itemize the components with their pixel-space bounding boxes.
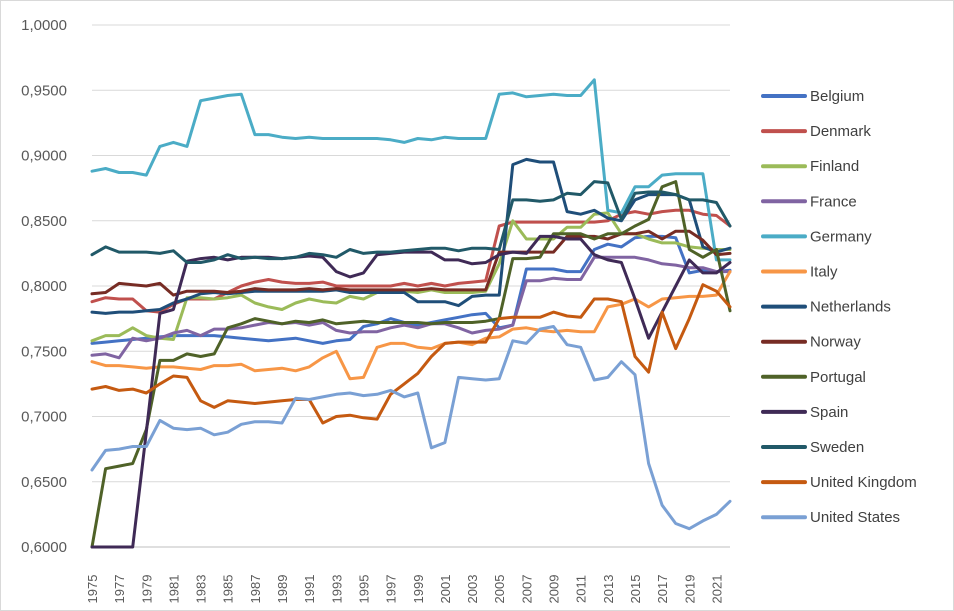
series-line-germany	[90, 78, 732, 262]
x-tick-label: 2005	[492, 575, 507, 604]
x-tick-label: 1989	[275, 575, 290, 604]
series-line-portugal	[90, 180, 732, 549]
legend-label: Norway	[810, 334, 861, 351]
x-tick-label: 1997	[384, 575, 399, 604]
series-line-sweden	[90, 180, 732, 264]
y-tick-label: 0,6500	[21, 474, 67, 491]
legend-label: United States	[810, 509, 900, 526]
legend-label: Finland	[810, 158, 859, 175]
y-tick-label: 0,6000	[21, 539, 67, 556]
y-tick-label: 0,8000	[21, 278, 67, 295]
x-axis-ticks: 1975 1977 1979 1981 1983 1985 1987 1989 1991 1993…	[85, 575, 724, 604]
series-lines	[90, 78, 732, 549]
x-tick-label: 2011	[574, 575, 589, 603]
x-tick-label: 1975	[85, 575, 100, 604]
x-tick-label: 1977	[112, 575, 127, 604]
x-tick-label: 1991	[302, 575, 317, 604]
x-tick-label: 1995	[356, 575, 371, 604]
legend: Belgium Denmark Finland France Germany Italy N…	[761, 88, 917, 526]
y-tick-label: 1,0000	[21, 17, 67, 34]
x-tick-label: 1981	[166, 575, 181, 604]
series-line-italy	[90, 270, 732, 381]
series-line-united-states	[90, 325, 732, 531]
y-tick-label: 0,7000	[21, 409, 67, 426]
legend-label: Portugal	[810, 369, 866, 386]
x-tick-label: 2001	[438, 575, 453, 604]
x-tick-label: 2019	[682, 575, 697, 604]
y-axis-ticks: 0,6000 0,6500 0,7000 0,7500 0,8000 0,8500 0,90…	[21, 17, 67, 556]
legend-label: Germany	[810, 228, 872, 245]
y-tick-label: 0,8500	[21, 213, 67, 230]
legend-label: United Kingdom	[810, 474, 917, 491]
x-tick-label: 1983	[194, 575, 209, 604]
legend-label: Belgium	[810, 88, 864, 105]
x-tick-label: 2003	[465, 575, 480, 604]
x-tick-label: 1999	[411, 575, 426, 604]
y-tick-label: 0,9500	[21, 82, 67, 99]
legend-label: Spain	[810, 404, 848, 421]
x-tick-label: 2015	[628, 575, 643, 604]
series-line-france	[90, 255, 732, 360]
series-line-united-kingdom	[90, 283, 732, 425]
x-tick-label: 1993	[329, 575, 344, 604]
y-tick-label: 0,7500	[21, 343, 67, 360]
legend-label: France	[810, 193, 857, 210]
y-tick-label: 0,9000	[21, 148, 67, 165]
series-line-spain	[90, 234, 732, 549]
x-tick-label: 2021	[709, 575, 724, 604]
legend-label: Netherlands	[810, 299, 891, 316]
x-tick-label: 1987	[248, 575, 263, 604]
x-tick-label: 2017	[655, 575, 670, 604]
x-tick-label: 2007	[519, 575, 534, 604]
x-tick-label: 2009	[547, 575, 562, 604]
x-tick-label: 1985	[221, 575, 236, 604]
legend-label: Italy	[810, 264, 838, 281]
x-tick-label: 1979	[139, 575, 154, 604]
legend-label: Denmark	[810, 123, 871, 140]
legend-label: Sweden	[810, 439, 864, 456]
x-tick-label: 2013	[601, 575, 616, 604]
